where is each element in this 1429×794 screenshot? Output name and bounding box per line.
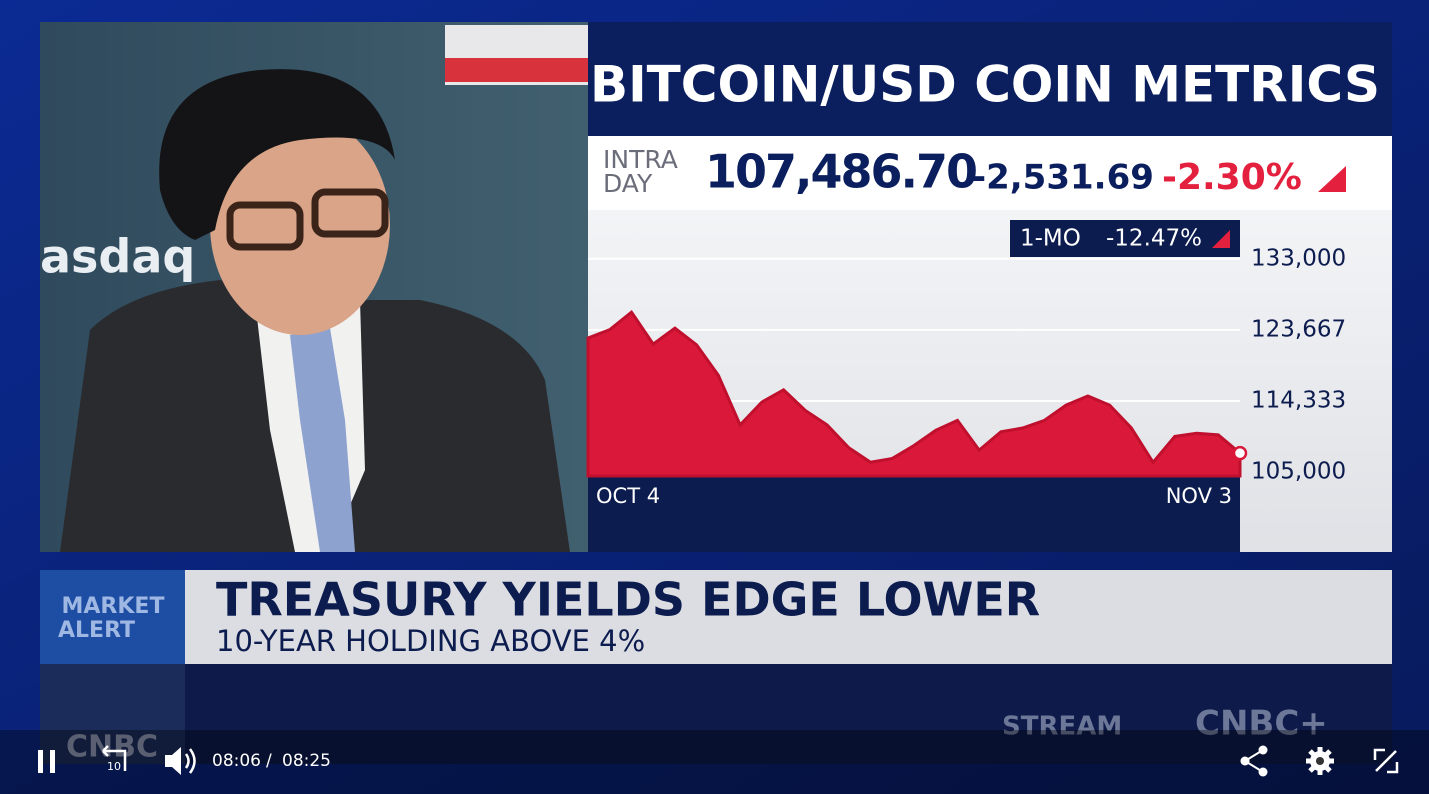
- alert-tag: [40, 570, 185, 664]
- x-tick-label: OCT 4: [596, 484, 660, 508]
- player-controls: 10 08:06 / 08:25: [38, 745, 1399, 777]
- subhead: 10-YEAR HOLDING ABOVE 4%: [216, 624, 645, 658]
- period-change: -12.47%: [1106, 226, 1202, 252]
- settings-button[interactable]: [1306, 747, 1334, 775]
- headline: TREASURY YIELDS EDGE LOWER: [216, 573, 1040, 627]
- x-tick-label: NOV 3: [1166, 484, 1232, 508]
- glasses: [226, 201, 304, 251]
- quote-price: 107,486.70: [705, 145, 976, 199]
- quote-label: DAY: [603, 169, 653, 198]
- down-indicator: [1318, 166, 1346, 192]
- fullscreen-button[interactable]: [1373, 748, 1399, 774]
- controls-shade: [0, 730, 1429, 794]
- alert-tag-text: ALERT: [58, 618, 135, 643]
- share-button[interactable]: [1240, 745, 1268, 777]
- alert-tag-text: MARKET: [62, 594, 165, 619]
- current-time: 08:06: [212, 751, 261, 771]
- logo-box: [40, 664, 185, 764]
- graphic-title: BITCOIN/USD COIN METRICS: [590, 56, 1380, 114]
- period-badge: [1010, 220, 1240, 257]
- quote-label: INTRA: [603, 145, 678, 174]
- y-tick-label: 123,667: [1251, 316, 1346, 342]
- tie: [290, 328, 355, 552]
- network-text: CNBC+: [1195, 704, 1328, 744]
- area: [586, 309, 1242, 478]
- y-tick-label: 133,000: [1251, 245, 1346, 271]
- duration: 08:25: [282, 751, 331, 771]
- ticker-area: [185, 664, 1392, 764]
- y-tick-label: 105,000: [1251, 459, 1346, 485]
- rewind-seconds: 10: [107, 760, 121, 773]
- rewind-button[interactable]: 10: [102, 745, 127, 773]
- volume-button[interactable]: [165, 747, 196, 775]
- stream-text: STREAM: [1002, 712, 1122, 742]
- quote-bar: [588, 136, 1392, 210]
- period-label: 1-MO: [1020, 226, 1081, 252]
- down-indicator: [1212, 230, 1230, 248]
- x-axis-band: [588, 476, 1240, 552]
- y-tick-label: 114,333: [1251, 388, 1346, 414]
- glasses: [311, 188, 389, 238]
- pause-button[interactable]: [38, 750, 55, 773]
- quote-change: -2,531.69: [972, 158, 1154, 198]
- headline-bar: [185, 570, 1392, 664]
- hair: [159, 69, 395, 240]
- time-separator: /: [266, 751, 272, 771]
- logo-text: CNBC: [66, 730, 158, 765]
- plot: 105,000 114,333 123,667 133,000 OCT 4 NOV 3: [586, 245, 1346, 508]
- end-point: [1232, 445, 1248, 461]
- studio-light-red: [445, 58, 588, 82]
- graphic-header: [588, 22, 1392, 136]
- sign-text: asdaq: [40, 230, 195, 284]
- quote-percent: -2.30%: [1162, 157, 1302, 198]
- studio-feed: asdaq: [40, 22, 588, 552]
